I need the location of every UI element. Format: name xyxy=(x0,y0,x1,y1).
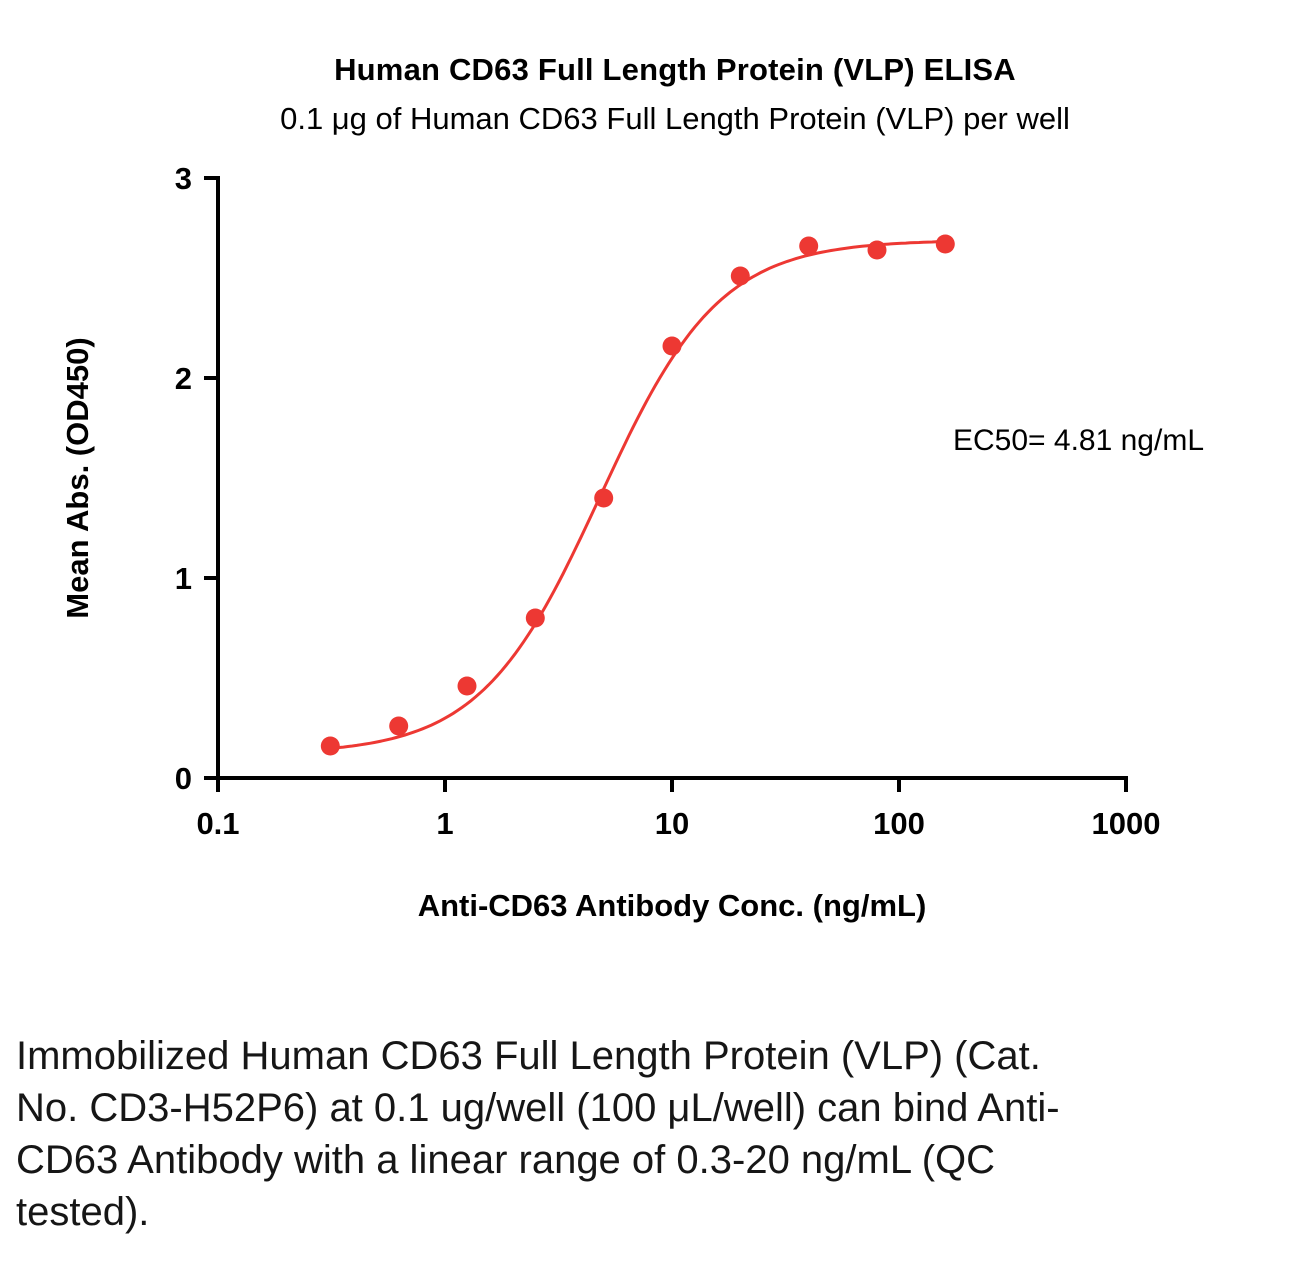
x-tick-label: 10 xyxy=(655,806,689,841)
data-point xyxy=(457,676,477,696)
chart-title: Human CD63 Full Length Protein (VLP) ELI… xyxy=(334,52,1016,87)
x-tick-label: 100 xyxy=(873,806,925,841)
data-point xyxy=(389,716,409,736)
data-point xyxy=(935,234,955,254)
figure-caption: Immobilized Human CD63 Full Length Prote… xyxy=(16,1034,1060,1234)
data-point xyxy=(662,336,682,356)
y-tick-label: 2 xyxy=(175,361,192,396)
fit-curve xyxy=(330,240,946,750)
y-tick-label: 1 xyxy=(175,561,192,596)
plot-area: 0.1 1 10 100 1000 0 1 2 3 xyxy=(175,161,1161,841)
data-point xyxy=(730,266,750,286)
x-tick-label: 1 xyxy=(436,806,453,841)
x-tick-label: 1000 xyxy=(1092,806,1161,841)
data-point xyxy=(320,736,340,756)
ec50-annotation: EC50= 4.81 ng/mL xyxy=(953,424,1205,457)
data-point xyxy=(594,488,614,508)
chart-subtitle: 0.1 μg of Human CD63 Full Length Protein… xyxy=(280,101,1070,136)
data-point xyxy=(525,608,545,628)
x-axis-label: Anti-CD63 Antibody Conc. (ng/mL) xyxy=(417,888,927,923)
data-point xyxy=(867,240,887,260)
y-tick-label: 0 xyxy=(175,761,192,796)
x-tick-label: 0.1 xyxy=(196,806,239,841)
data-point xyxy=(799,236,819,256)
y-tick-label: 3 xyxy=(175,161,192,196)
